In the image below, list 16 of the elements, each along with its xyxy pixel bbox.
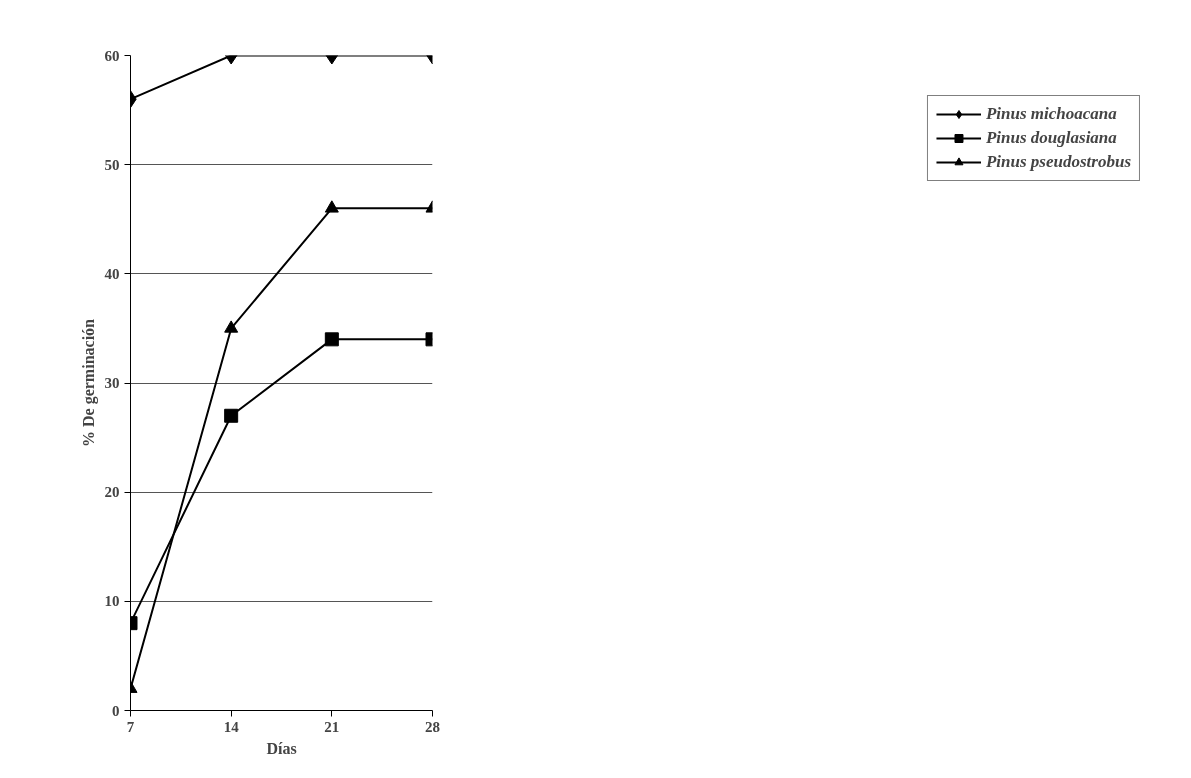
x-axis-title: Días	[266, 739, 297, 757]
y-tick-label: 40	[104, 265, 120, 282]
y-tick-label: 10	[104, 593, 120, 610]
legend-label: Pinus douglasiana	[985, 128, 1117, 148]
x-tick-label: 28	[425, 718, 440, 735]
legend-label: Pinus michoacana	[985, 104, 1117, 124]
y-tick-label: 60	[104, 47, 120, 64]
x-tick-label: 7	[126, 718, 135, 735]
x-tick-label: 21	[324, 718, 340, 735]
y-axis-title: % De germinación	[79, 318, 98, 447]
y-tick-label: 0	[112, 702, 120, 719]
y-tick-label: 20	[104, 484, 120, 501]
y-tick-label: 30	[104, 375, 120, 391]
x-tick-label: 14	[223, 718, 240, 735]
y-tick-label: 50	[104, 156, 120, 173]
legend-label: Pinus pseudostrobus	[985, 152, 1131, 172]
